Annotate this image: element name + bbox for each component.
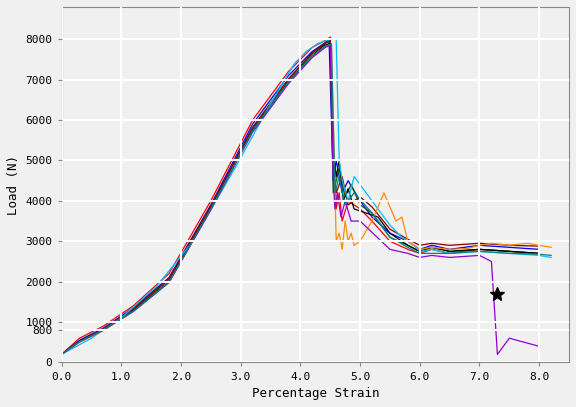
Y-axis label: Load (N): Load (N) <box>7 155 20 215</box>
X-axis label: Percentage Strain: Percentage Strain <box>252 387 379 400</box>
